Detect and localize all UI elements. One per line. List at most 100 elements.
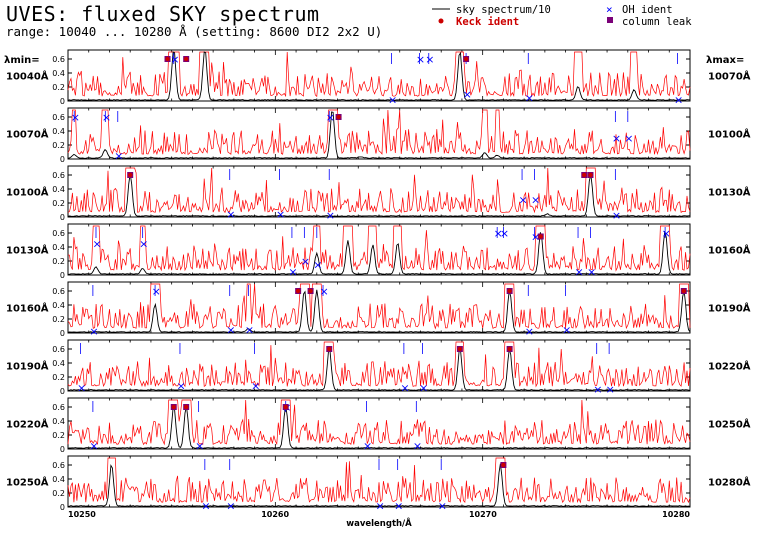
legend-oh-label: OH ident (622, 4, 673, 16)
sky-series-line (67, 51, 690, 101)
oh-ident-marker: × (288, 266, 297, 279)
keck-ident-marker (463, 56, 469, 62)
keck-ident-marker (681, 288, 686, 294)
panel-lambda-max: 10100Å (708, 128, 751, 141)
y-tick-label: 0 (60, 97, 65, 106)
oh-ident-marker: × (413, 440, 422, 453)
panel-lambda-min: 10070Å (6, 128, 49, 141)
keck-ident-marker (128, 172, 133, 178)
y-tick-label: 0.4 (52, 69, 65, 78)
y-tick-label: 0.4 (52, 185, 65, 194)
oh-ident-marker: × (519, 194, 528, 207)
oh-ident-marker: × (587, 266, 596, 279)
keck-ident-marker (501, 462, 506, 468)
panel-lambda-max: 10130Å (708, 186, 751, 199)
keck-ident-marker (507, 288, 512, 294)
panel-lambda-max: 10160Å (708, 244, 751, 257)
oh-ident-marker: × (394, 500, 403, 513)
y-tick-label: 0.2 (52, 315, 65, 324)
oh-ident-marker: × (363, 440, 372, 453)
oh-ident-marker: × (276, 208, 285, 221)
oh-ident-marker: × (400, 382, 409, 395)
oh-ident-marker: × (226, 208, 235, 221)
y-tick-label: 0 (60, 213, 65, 222)
y-tick-label: 0.2 (52, 431, 65, 440)
y-tick-label: 0 (60, 387, 65, 396)
oh-ident-marker: × (89, 440, 98, 453)
y-tick-label: 0.6 (52, 113, 65, 122)
oh-ident-marker: × (195, 440, 204, 453)
oh-ident-marker: × (575, 266, 584, 279)
y-tick-label: 0.2 (52, 257, 65, 266)
oh-ident-marker: × (463, 88, 472, 101)
scaled-sky-series-line (67, 167, 691, 214)
keck-ident-marker (336, 114, 341, 120)
y-tick-label: 0.2 (52, 83, 65, 92)
lambda-min-label: λmin= (4, 55, 40, 66)
y-tick-label: 0 (60, 503, 65, 512)
keck-ident-marker (183, 56, 189, 62)
sky-series-line (67, 111, 691, 159)
oh-ident-marker: × (674, 94, 683, 107)
keck-ident-marker (327, 346, 332, 352)
scaled-sky-series-line (67, 283, 691, 330)
panel-frame (67, 49, 691, 102)
oh-ident-marker: × (531, 231, 540, 244)
y-tick-label: 0 (60, 271, 65, 280)
oh-ident-marker: × (606, 383, 615, 396)
oh-ident-marker: × (562, 324, 571, 337)
oh-ident-marker: × (226, 500, 235, 513)
sky-series-line (67, 173, 691, 217)
oh-ident-marker: × (226, 324, 235, 337)
scaled-sky-series-line (67, 341, 691, 388)
panel-lambda-min: 10220Å (6, 418, 49, 431)
oh-ident-marker: × (251, 379, 260, 392)
keck-ident-marker (283, 404, 288, 410)
oh-ident-marker: × (416, 53, 425, 66)
oh-ident-marker: × (89, 325, 98, 338)
legend-leak-label: column leak (622, 16, 692, 28)
y-tick-label: 0.6 (52, 345, 65, 354)
y-tick-label: 0.2 (52, 489, 65, 498)
oh-ident-marker: × (71, 111, 80, 124)
legend-keck-dot-icon (438, 18, 444, 24)
page-subtitle: range: 10040 ... 10280 Å (setting: 8600 … (6, 24, 383, 39)
scaled-sky-series-line (67, 225, 691, 272)
keck-ident-marker (588, 172, 593, 178)
keck-ident-marker (582, 172, 587, 178)
legend-sky-label: sky spectrum/10 (456, 4, 551, 16)
oh-ident-marker: × (525, 92, 534, 105)
y-tick-label: 0.6 (52, 171, 65, 180)
oh-ident-marker: × (500, 227, 509, 240)
oh-ident-marker: × (326, 209, 335, 222)
y-tick-label: 0.4 (52, 475, 65, 484)
y-tick-label: 0.4 (52, 359, 65, 368)
legend-symbols: × (432, 4, 613, 24)
oh-ident-marker: × (102, 111, 111, 124)
panel-lambda-min: 10130Å (6, 244, 49, 257)
x-tick-label: 10280 (662, 510, 690, 519)
sky-series-line (67, 463, 691, 507)
x-tick-label: 10270 (469, 510, 497, 519)
oh-ident-marker: × (245, 324, 254, 337)
oh-ident-marker: × (593, 383, 602, 396)
keck-ident-marker (507, 346, 512, 352)
x-axis-label: wavelength/Å (346, 518, 412, 529)
oh-ident-marker: × (114, 150, 123, 163)
keck-ident-marker (308, 288, 313, 294)
keck-ident-marker (171, 404, 176, 410)
panel-lambda-max: 10070Å (708, 70, 751, 83)
y-tick-label: 0.4 (52, 301, 65, 310)
legend-leak-square-icon (607, 17, 613, 23)
keck-ident-marker (183, 404, 189, 410)
oh-ident-marker: × (301, 255, 310, 268)
sky-series-line (67, 348, 691, 391)
oh-ident-marker: × (525, 325, 534, 338)
panel-lambda-max: 10220Å (708, 360, 751, 373)
lambda-max-label: λmax= (706, 55, 744, 66)
scaled-sky-series-line (67, 457, 691, 504)
legend-oh-cross-icon: × (606, 4, 613, 16)
scaled-sky-series-line (67, 109, 691, 156)
oh-ident-marker: × (531, 194, 540, 207)
